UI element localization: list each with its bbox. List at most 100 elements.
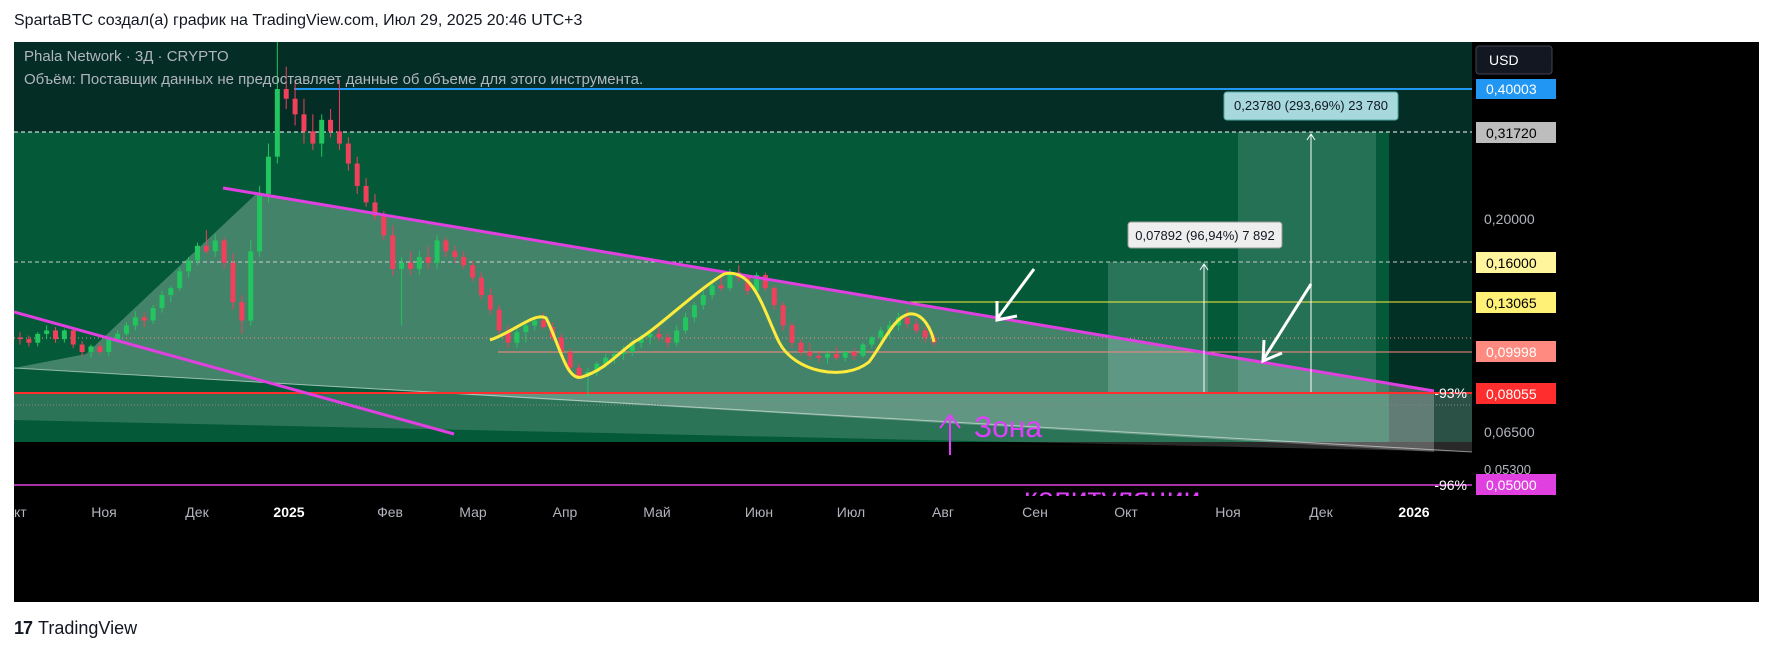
- candle-body: [150, 308, 156, 321]
- candle-body: [629, 342, 635, 352]
- time-axis-label: Окт: [1114, 504, 1138, 520]
- measure-label-1-text: 0,07892 (96,94%) 7 892: [1135, 228, 1275, 243]
- candle-body: [336, 131, 342, 144]
- percent-label-96: -96%: [1434, 477, 1467, 493]
- price-tag-040003-bg: [1476, 79, 1556, 99]
- measure-label-2[interactable]: 0,23780 (293,69%) 23 780: [1223, 91, 1399, 121]
- candle-body: [70, 330, 76, 345]
- price-chart[interactable]: 0,07892 (96,94%) 7 892 0,23780 (293,69%)…: [13, 39, 1759, 602]
- candle-body: [478, 277, 484, 296]
- time-axis-label: 2026: [1398, 504, 1429, 520]
- price-tag-005000-text: 0,05000: [1486, 477, 1537, 493]
- candle-body: [869, 337, 875, 345]
- candle-body: [363, 185, 369, 203]
- candle-body: [168, 288, 174, 296]
- chart-frame[interactable]: 0,07892 (96,94%) 7 892 0,23780 (293,69%)…: [13, 39, 1759, 602]
- time-axis-label: Июн: [745, 504, 773, 520]
- time-axis-label: 2025: [273, 504, 304, 520]
- candle-body: [35, 333, 41, 343]
- candle-body: [390, 235, 396, 269]
- candle-body: [239, 302, 245, 321]
- candle-body: [825, 353, 831, 358]
- price-tag-008055-text: 0,08055: [1486, 386, 1537, 402]
- axis-label-006500: 0,06500: [1484, 424, 1535, 440]
- percent-label-93: -93%: [1434, 385, 1467, 401]
- capitulation-clip: капитуляции: [1024, 482, 1200, 496]
- price-tag-009998-text: 0,09998: [1486, 344, 1537, 360]
- measure-arrowhead-2: [1306, 133, 1316, 141]
- candle-body: [274, 89, 280, 157]
- candle-body: [265, 156, 271, 194]
- candle-body: [425, 256, 431, 263]
- candle-body: [718, 285, 724, 289]
- measure-label-2-box: [1223, 91, 1399, 121]
- candle-body: [345, 143, 351, 164]
- candle-body: [461, 256, 467, 266]
- time-axis-label: Апр: [553, 504, 578, 520]
- time-axis: кт Ноя Дек 2025 Фев Мар Апр Май Июн Июл Авг Сен Окт Н…: [14, 504, 1430, 520]
- candle-body: [798, 342, 804, 352]
- candle-body: [878, 330, 884, 338]
- price-tag-008055-bg: [1476, 383, 1556, 404]
- candle-body: [186, 260, 192, 272]
- measure-label-1[interactable]: 0,07892 (96,94%) 7 892: [1127, 221, 1283, 249]
- candle-body: [283, 89, 289, 99]
- projection-box-2: [1238, 132, 1376, 392]
- price-tag-013065-bg: [1476, 292, 1556, 313]
- candle-body: [372, 202, 378, 216]
- candle-body: [381, 215, 387, 236]
- tradingview-logo[interactable]: 17 TradingView: [14, 618, 137, 639]
- candle-body: [354, 163, 360, 186]
- price-tag-009998-bg: [1476, 341, 1556, 362]
- candle-body: [132, 317, 138, 326]
- candle-body: [620, 351, 626, 354]
- legend-symbol[interactable]: Phala Network · 3Д · CRYPTO: [24, 48, 229, 65]
- time-axis-label: Дек: [185, 504, 209, 520]
- candle-body: [674, 330, 680, 343]
- candle-body: [762, 275, 768, 289]
- candle-body: [97, 346, 103, 352]
- candle-body: [221, 240, 227, 263]
- time-axis-label: Дек: [1309, 504, 1333, 520]
- old-descending-line: [13, 310, 455, 436]
- zone-annotation: Зона: [974, 411, 1042, 444]
- time-axis-label: Мар: [459, 504, 487, 520]
- candle-body: [727, 272, 733, 289]
- candle-body: [79, 344, 85, 352]
- candle-body: [212, 240, 218, 252]
- candle-body: [248, 251, 254, 321]
- candle-body: [452, 251, 458, 257]
- candle-body: [754, 275, 760, 291]
- candle-body: [789, 325, 795, 343]
- price-tag-013065: 0,13065: [1476, 292, 1556, 313]
- candle-body: [532, 320, 538, 326]
- drawn-arrow-down-2: [1261, 283, 1313, 361]
- candle-body: [123, 325, 129, 334]
- time-axis-label: Авг: [932, 504, 954, 520]
- price-tag-031720: 0,31720: [1476, 122, 1556, 143]
- currency-button[interactable]: USD: [1475, 45, 1553, 75]
- candle-body: [647, 333, 653, 338]
- candle-body: [319, 119, 325, 144]
- candle-body: [328, 119, 334, 132]
- price-tag-031720-bg: [1476, 122, 1556, 143]
- wedge-fill: [14, 194, 1434, 452]
- time-axis-label: Июл: [837, 504, 865, 520]
- candle-body: [257, 193, 263, 252]
- candle-body: [656, 333, 662, 338]
- candle-body: [603, 357, 609, 364]
- time-axis-label: Май: [643, 504, 670, 520]
- candle-body: [141, 317, 147, 321]
- candle-body: [310, 131, 316, 144]
- long-position-zone: [14, 132, 1472, 442]
- price-tag-016000: 0,16000: [1476, 252, 1556, 273]
- currency-button-box: [1475, 45, 1553, 75]
- time-axis-label: Ноя: [1215, 504, 1240, 520]
- drawn-arrowhead-2: [1261, 339, 1283, 364]
- measure-label-2-text: 0,23780 (293,69%) 23 780: [1234, 98, 1388, 113]
- price-tag-009998: 0,09998: [1476, 341, 1556, 362]
- candle-body: [61, 330, 67, 340]
- candle-body: [470, 265, 476, 278]
- candle-body: [416, 256, 422, 269]
- candles: [17, 39, 937, 397]
